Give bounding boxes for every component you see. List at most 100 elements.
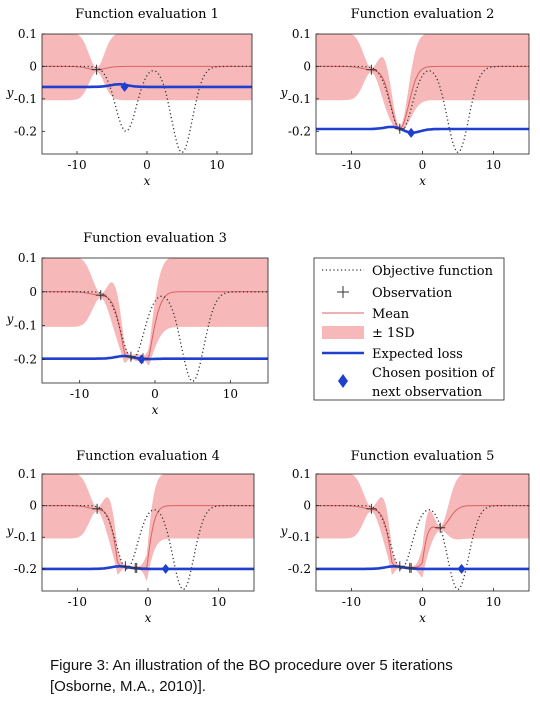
xtick-label: 10: [211, 595, 226, 609]
legend-entry-mean: Mean: [322, 307, 410, 322]
ytick-label: -0.2: [14, 124, 37, 138]
observation-2: [394, 123, 405, 134]
ytick-label: -0.2: [288, 124, 311, 138]
objective-line: [42, 291, 268, 382]
observation-2: [125, 351, 136, 362]
legend-label: Mean: [372, 307, 410, 322]
ytick-label: -0.2: [14, 562, 37, 576]
panel-title: Function evaluation 1: [75, 7, 219, 22]
legend-label: Objective function: [372, 264, 494, 279]
chosen-point: [137, 354, 146, 365]
panel-1-plot-area: [42, 34, 252, 153]
mean-line: [42, 291, 268, 359]
observation-5: [435, 522, 446, 533]
mean-line: [316, 65, 529, 129]
ytick-label: 0: [29, 59, 37, 73]
figure-caption: Figure 3: An illustration of the BO proc…: [50, 655, 530, 697]
xtick-label: 10: [486, 595, 501, 609]
ytick-label: 0: [303, 59, 311, 73]
legend-swatch: [322, 326, 364, 339]
sd-band: [42, 34, 252, 101]
xtick-label: 10: [486, 158, 501, 172]
legend-entry-band: ± 1SD: [322, 326, 415, 341]
legend-label: Observation: [372, 286, 453, 301]
y-axis-label: y: [280, 85, 288, 99]
sd-band: [42, 258, 268, 366]
legend-label: Chosen position of: [372, 366, 496, 381]
legend-label-2: next observation: [372, 385, 483, 400]
observation-1: [366, 503, 377, 514]
observation-4: [404, 562, 415, 573]
observation-2: [394, 561, 405, 572]
xtick-label: -10: [67, 158, 86, 172]
caption-line-2: [Osborne, M.A., 2010)].: [50, 678, 206, 695]
observation-4: [130, 562, 141, 573]
xtick-label: 0: [144, 595, 152, 609]
xtick-label: -10: [342, 158, 361, 172]
xtick-label: 0: [151, 387, 159, 401]
chosen-point: [120, 81, 129, 92]
sd-band: [316, 474, 529, 578]
x-axis-label: x: [419, 611, 426, 625]
legend-entry-chosen: Chosen position of next observation: [338, 366, 496, 400]
ytick-label: 0: [29, 499, 37, 513]
xtick-label: 10: [209, 158, 224, 172]
ytick-label: -0.1: [288, 92, 311, 106]
panel-4-plot-area: [42, 474, 254, 590]
observation-1: [91, 64, 102, 75]
chosen-point: [407, 127, 416, 138]
legend: Objective function Observation Mean ± 1SD Ex…: [313, 257, 505, 401]
xtick-label: 10: [223, 387, 238, 401]
ytick-label: 0.1: [18, 467, 37, 481]
observation-2: [120, 561, 131, 572]
panel-title: Function evaluation 3: [83, 231, 227, 246]
objective-line: [42, 65, 252, 153]
observation-1: [366, 64, 377, 75]
ytick-label: 0.1: [292, 27, 311, 41]
panel-title: Function evaluation 2: [351, 7, 495, 22]
x-axis-label: x: [419, 174, 426, 188]
figure-canvas: 0.1 0 -0.1 -0.2 -10 0 10 Function evaluation 1 x…: [6, 7, 530, 625]
panel-4: 0.1 0 -0.1 -0.2 -10 0 10 Function evaluation 4 x…: [6, 449, 255, 625]
expected-loss-line: [316, 564, 529, 571]
ytick-label: -0.2: [288, 562, 311, 576]
legend-entry-loss: Expected loss: [322, 347, 463, 362]
xtick-label: 0: [419, 158, 427, 172]
xtick-label: -10: [342, 595, 361, 609]
panel-2: 0.1 0 -0.1 -0.2 -10 0 10 Function evaluation 2 x…: [280, 7, 530, 188]
ytick-label: -0.2: [14, 352, 37, 366]
panel-3: 0.1 0 -0.1 -0.2 -10 0 10 Function evaluation 3 x…: [6, 231, 269, 417]
sd-band: [316, 34, 529, 131]
ytick-label: -0.1: [288, 530, 311, 544]
legend-label: ± 1SD: [372, 326, 415, 341]
xtick-label: -10: [70, 387, 89, 401]
ytick-label: 0: [303, 499, 311, 513]
panel-2-plot-area: [316, 34, 529, 153]
panel-5-plot-area: [316, 474, 529, 590]
x-axis-label: x: [152, 403, 159, 417]
y-axis-label: y: [6, 524, 14, 538]
y-axis-label: y: [6, 312, 14, 326]
y-axis-label: y: [280, 524, 288, 538]
sd-band: [42, 474, 254, 582]
chosen-point: [457, 563, 466, 574]
expected-loss-line: [42, 354, 268, 361]
objective-line: [316, 504, 529, 590]
x-axis-label: x: [145, 611, 152, 625]
y-axis-label: y: [6, 85, 14, 99]
ytick-label: -0.1: [14, 319, 37, 333]
ytick-label: 0: [29, 285, 37, 299]
panel-title: Function evaluation 4: [76, 449, 220, 464]
panel-5: 0.1 0 -0.1 -0.2 -10 0 10 Function evaluation 5 x…: [280, 449, 530, 625]
x-axis-label: x: [144, 174, 151, 188]
panel-title: Function evaluation 5: [351, 449, 495, 464]
expected-loss-line: [42, 564, 254, 571]
panel-3-plot-area: [42, 258, 268, 382]
caption-line-1: Figure 3: An illustration of the BO proc…: [50, 657, 453, 674]
legend-entry-observation: Observation: [337, 286, 453, 301]
legend-label: Expected loss: [372, 347, 463, 362]
legend-swatch: [338, 374, 348, 388]
observation-1: [92, 503, 103, 514]
ytick-label: -0.1: [14, 530, 37, 544]
chosen-point: [161, 563, 170, 574]
